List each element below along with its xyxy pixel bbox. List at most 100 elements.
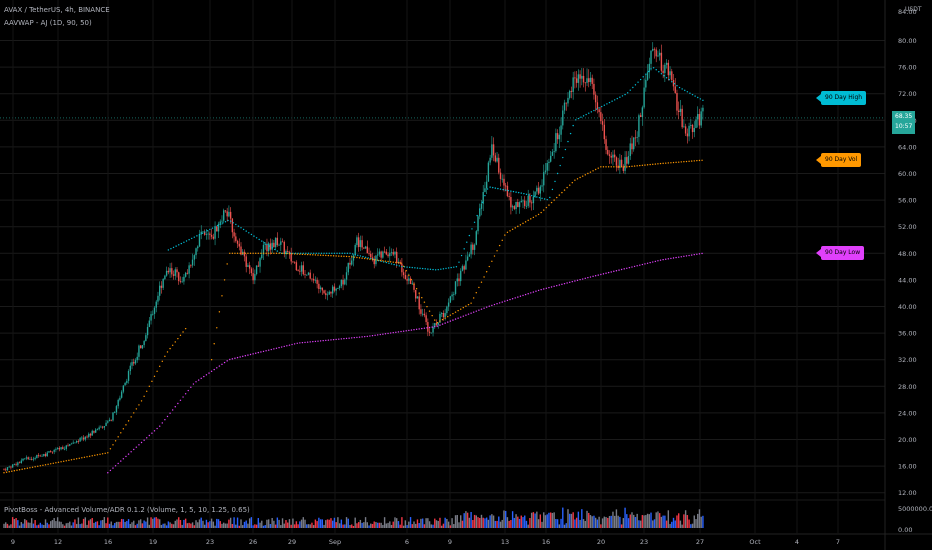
ninety-day-low-dot: [325, 339, 327, 342]
ninety-day-high-dot: [305, 252, 307, 254]
ninety-day-high-dot: [494, 187, 497, 189]
ninety-day-low-dot: [249, 353, 252, 356]
volume-bar: [437, 520, 439, 528]
candle-body: [181, 281, 183, 283]
ninety-day-low-dot: [537, 289, 540, 292]
volume-bar: [171, 523, 173, 528]
time-tick-label: 9: [448, 538, 452, 546]
ninety-day-high-dot: [242, 228, 245, 231]
volume-bar: [461, 520, 464, 528]
ninety-day-high-dot: [390, 263, 393, 265]
volume-bar: [690, 524, 692, 528]
ninety-day-low-dot: [465, 314, 467, 316]
volume-bar: [667, 510, 670, 528]
candle-body: [32, 458, 35, 460]
ninety-day-low-dot: [140, 441, 143, 444]
ninety-day-low-dot: [602, 273, 605, 275]
volume-bar: [288, 519, 291, 528]
price-axis: 80.0076.0072.0068.0064.0060.0056.0052.00…: [898, 8, 932, 534]
volume-bar: [482, 517, 484, 528]
ninety-day-vol-dot: [387, 260, 389, 263]
volume-bar: [295, 521, 298, 528]
candle-body: [145, 335, 147, 342]
ninety-day-vol-dot: [122, 428, 125, 430]
candle-body: [155, 301, 157, 308]
ninety-day-low-dot: [626, 267, 628, 269]
candle-body: [269, 243, 272, 250]
volume-bar: [274, 524, 277, 528]
volume-bar: [216, 518, 218, 528]
label-90-day-high: 90 Day High: [815, 91, 867, 105]
ninety-day-low-dot: [184, 393, 187, 395]
volume-bar: [3, 523, 5, 528]
volume-bar: [439, 517, 441, 528]
candle-body: [465, 260, 467, 270]
volume-indicator-legend[interactable]: PivotBoss - Advanced Volume/ADR 0.1.2 (V…: [4, 506, 250, 514]
ninety-day-low-dot: [252, 353, 254, 355]
volume-bar: [503, 510, 505, 528]
candle-body: [36, 455, 38, 459]
ninety-day-high-dot: [655, 69, 657, 71]
ninety-day-vol-dot: [218, 311, 221, 313]
ninety-day-vol-dot: [340, 255, 343, 257]
ninety-day-low-dot: [670, 257, 672, 260]
ninety-day-low-dot: [317, 340, 319, 342]
volume-bar: [219, 521, 221, 528]
ninety-day-high-dot: [634, 84, 637, 86]
volume-bar: [112, 525, 114, 528]
ninety-day-vol-dot: [415, 288, 418, 290]
indicator-legend[interactable]: AAVWAP - AJ (1D, 90, 50): [4, 19, 92, 27]
ninety-day-high-dot: [341, 252, 343, 254]
candle-body: [34, 458, 36, 459]
volume-bar: [665, 520, 668, 528]
candle-body: [112, 412, 114, 421]
ninety-day-low-dot: [205, 374, 208, 376]
ninety-day-vol-dot: [120, 432, 122, 434]
ninety-day-high-dot: [276, 250, 279, 252]
ninety-day-low-dot: [462, 315, 465, 317]
ninety-day-low-dot: [226, 360, 228, 362]
volume-bar: [325, 520, 327, 528]
volume-bar: [466, 512, 469, 528]
ninety-day-high-dot: [167, 249, 170, 251]
currency-label: USDT: [905, 6, 922, 13]
candle-body: [560, 125, 562, 135]
volume-bar: [613, 515, 616, 528]
volume-bar: [513, 517, 516, 528]
candle-body: [108, 419, 111, 422]
candle-body: [460, 270, 462, 282]
volume-bar: [612, 511, 614, 528]
ninety-day-low-dot: [693, 253, 695, 256]
ninety-day-high-dot: [676, 85, 678, 87]
ninety-day-low-dot: [561, 283, 563, 286]
symbol-legend[interactable]: AVAX / TetherUS, 4h, BINANCE: [4, 6, 110, 14]
candle-body: [133, 362, 135, 364]
ninety-day-vol-dot: [317, 254, 319, 256]
time-tick-label: 12: [54, 538, 62, 546]
ninety-day-high-dot: [458, 261, 460, 263]
candle-body: [292, 261, 294, 263]
volume-bar: [267, 519, 270, 528]
ninety-day-vol-dot: [402, 265, 405, 267]
volume-bar: [389, 521, 391, 528]
volume-bar: [421, 518, 424, 528]
volume-bar: [691, 523, 694, 528]
ninety-day-low-dot: [439, 324, 441, 326]
volume-bar: [283, 523, 285, 528]
ninety-day-high-dot: [178, 244, 180, 246]
candle-body: [479, 208, 481, 217]
ninety-day-low-dot: [472, 311, 475, 313]
volume-bar: [686, 515, 689, 528]
volume-bar: [143, 520, 145, 528]
ninety-day-low-dot: [519, 295, 522, 297]
candle-body: [532, 196, 535, 204]
volume-bar: [570, 513, 573, 528]
volume-bar: [619, 516, 621, 528]
candle-body: [20, 460, 22, 464]
ninety-day-vol-dot: [239, 252, 241, 254]
ninety-day-low-dot: [231, 358, 234, 360]
volume-bar: [660, 516, 663, 528]
volume-bar: [157, 518, 159, 528]
